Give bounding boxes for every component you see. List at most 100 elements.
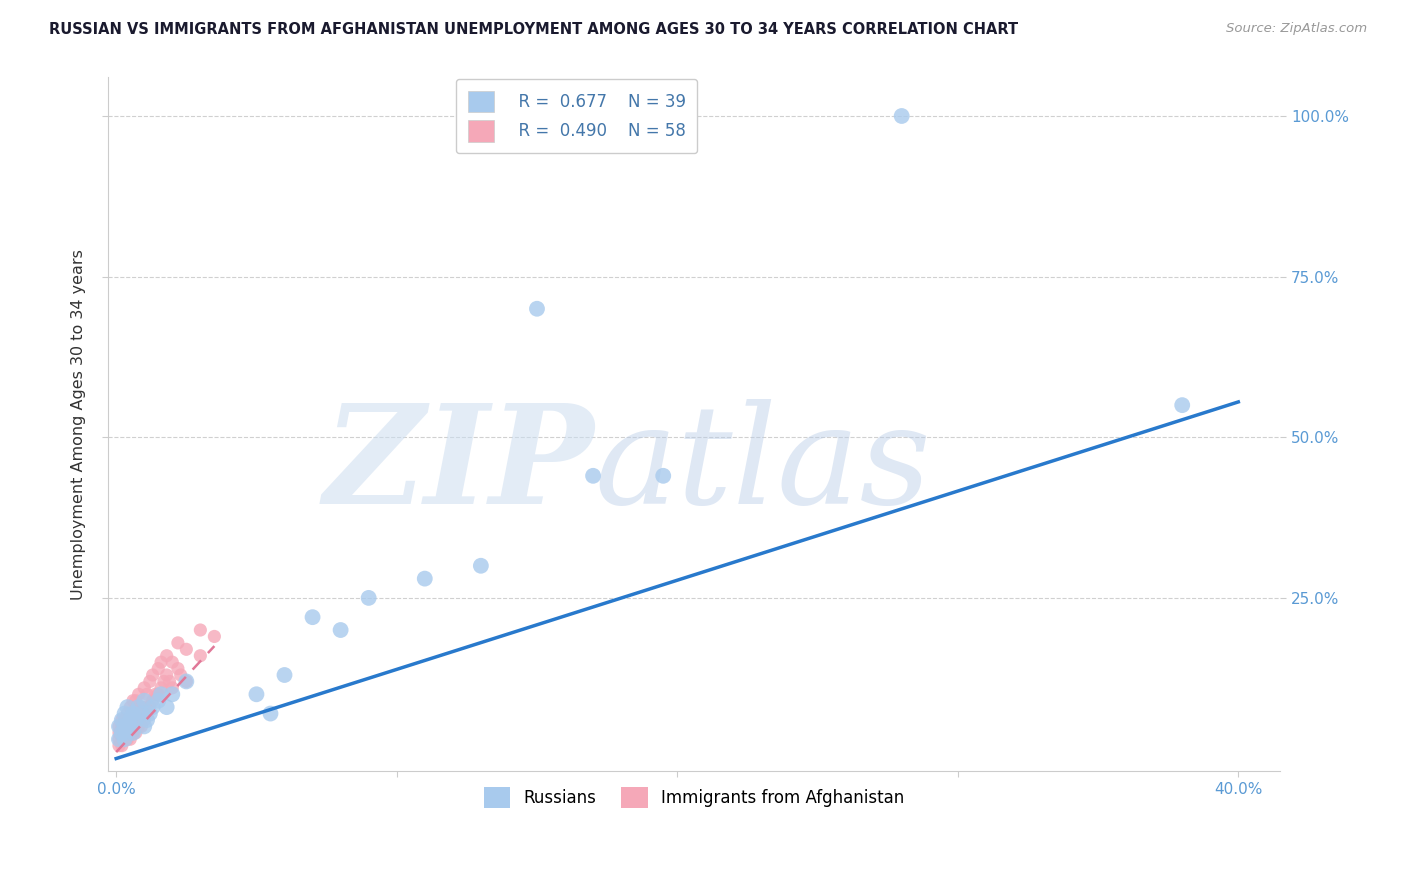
Text: RUSSIAN VS IMMIGRANTS FROM AFGHANISTAN UNEMPLOYMENT AMONG AGES 30 TO 34 YEARS CO: RUSSIAN VS IMMIGRANTS FROM AFGHANISTAN U…	[49, 22, 1018, 37]
Point	[134, 713, 156, 727]
Point	[122, 726, 145, 740]
Point	[153, 674, 176, 689]
Point	[125, 713, 148, 727]
Point	[117, 726, 139, 740]
Point	[162, 655, 184, 669]
Point	[131, 706, 153, 721]
Point	[134, 681, 156, 695]
Point	[156, 648, 179, 663]
Point	[117, 732, 139, 747]
Point	[108, 732, 131, 747]
Point	[134, 700, 156, 714]
Point	[125, 713, 148, 727]
Point	[128, 706, 150, 721]
Point	[202, 630, 225, 644]
Point	[167, 662, 190, 676]
Point	[139, 700, 162, 714]
Point	[111, 739, 134, 753]
Point	[117, 700, 139, 714]
Point	[120, 719, 142, 733]
Point	[114, 706, 136, 721]
Point	[162, 681, 184, 695]
Point	[176, 642, 198, 657]
Point	[122, 726, 145, 740]
Point	[159, 674, 181, 689]
Point	[139, 706, 162, 721]
Point	[176, 674, 198, 689]
Point	[128, 719, 150, 733]
Text: ZIP: ZIP	[323, 399, 595, 533]
Point	[150, 681, 173, 695]
Text: atlas: atlas	[595, 399, 931, 533]
Point	[120, 713, 142, 727]
Point	[156, 700, 179, 714]
Point	[111, 713, 134, 727]
Legend: Russians, Immigrants from Afghanistan: Russians, Immigrants from Afghanistan	[477, 780, 911, 815]
Point	[470, 558, 492, 573]
Point	[156, 668, 179, 682]
Point	[150, 687, 173, 701]
Point	[131, 700, 153, 714]
Point	[128, 687, 150, 701]
Point	[176, 674, 198, 689]
Point	[582, 468, 605, 483]
Point	[114, 732, 136, 747]
Point	[145, 687, 167, 701]
Point	[136, 706, 159, 721]
Point	[120, 700, 142, 714]
Point	[111, 719, 134, 733]
Point	[114, 719, 136, 733]
Point	[114, 726, 136, 740]
Point	[117, 706, 139, 721]
Point	[170, 668, 193, 682]
Point	[167, 636, 190, 650]
Point	[188, 623, 211, 637]
Point	[114, 713, 136, 727]
Point	[890, 109, 912, 123]
Point	[122, 719, 145, 733]
Point	[526, 301, 548, 316]
Point	[120, 726, 142, 740]
Point	[108, 719, 131, 733]
Point	[108, 719, 131, 733]
Text: Source: ZipAtlas.com: Source: ZipAtlas.com	[1226, 22, 1367, 36]
Point	[131, 719, 153, 733]
Point	[114, 732, 136, 747]
Point	[188, 648, 211, 663]
Point	[122, 706, 145, 721]
Point	[125, 726, 148, 740]
Point	[150, 655, 173, 669]
Point	[273, 668, 295, 682]
Point	[148, 694, 170, 708]
Point	[136, 687, 159, 701]
Point	[142, 700, 165, 714]
Point	[148, 662, 170, 676]
Point	[652, 468, 675, 483]
Point	[245, 687, 267, 701]
Point	[108, 726, 131, 740]
Point	[122, 694, 145, 708]
Point	[413, 572, 436, 586]
Point	[1171, 398, 1194, 412]
Point	[120, 732, 142, 747]
Y-axis label: Unemployment Among Ages 30 to 34 years: Unemployment Among Ages 30 to 34 years	[72, 249, 86, 599]
Point	[122, 706, 145, 721]
Point	[142, 694, 165, 708]
Point	[111, 713, 134, 727]
Point	[148, 687, 170, 701]
Point	[139, 674, 162, 689]
Point	[142, 668, 165, 682]
Point	[108, 732, 131, 747]
Point	[301, 610, 323, 624]
Point	[111, 732, 134, 747]
Point	[111, 726, 134, 740]
Point	[259, 706, 281, 721]
Point	[117, 719, 139, 733]
Point	[134, 694, 156, 708]
Point	[162, 687, 184, 701]
Point	[108, 739, 131, 753]
Point	[329, 623, 352, 637]
Point	[125, 694, 148, 708]
Point	[128, 700, 150, 714]
Point	[357, 591, 380, 605]
